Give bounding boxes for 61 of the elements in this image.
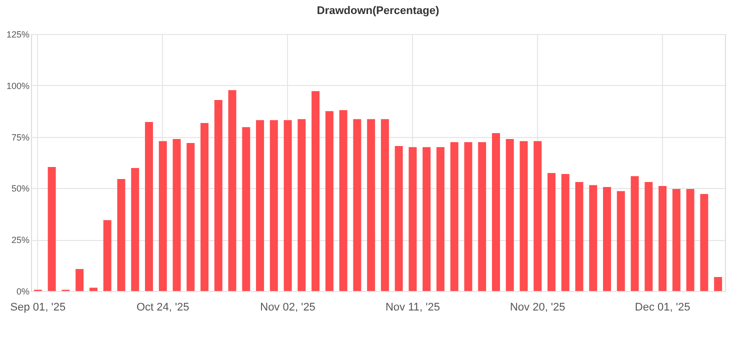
bar [325, 111, 334, 291]
y-tick-label: 0% [16, 286, 30, 296]
bar [367, 119, 376, 291]
y-tick-label: 125% [6, 30, 30, 40]
bar [76, 269, 84, 291]
y-tick-label: 25% [11, 235, 30, 246]
bar [478, 142, 486, 291]
x-tick-label: Nov 02, '25 [260, 302, 316, 314]
bar [394, 146, 403, 291]
bar [339, 110, 348, 291]
bar [658, 186, 667, 291]
bar [644, 182, 653, 291]
bar [672, 189, 680, 291]
bar [380, 119, 389, 291]
bar [450, 142, 458, 291]
bar [228, 90, 236, 291]
x-tick-label: Sep 01, '25 [10, 302, 66, 314]
x-tick-label: Nov 11, '25 [385, 302, 440, 314]
chart-title: Drawdown(Percentage) [316, 5, 440, 17]
bar [589, 185, 598, 291]
bar [144, 122, 153, 291]
bar [48, 167, 56, 291]
bar [548, 172, 556, 291]
bar [312, 91, 320, 291]
bar [284, 120, 292, 291]
bar [700, 194, 708, 291]
bar [492, 133, 500, 291]
x-tick-label: Nov 20, '25 [510, 302, 566, 314]
bar [436, 147, 444, 291]
bar [298, 119, 306, 291]
bar [200, 123, 208, 291]
y-tick-label: 75% [11, 132, 30, 142]
x-tick-label: Dec 01, '25 [634, 302, 690, 314]
x-tick-label: Oct 24, '25 [136, 302, 190, 314]
bar [561, 174, 570, 291]
bar [506, 139, 514, 291]
bar [630, 176, 639, 291]
y-tick-label: 100% [6, 80, 30, 91]
bar [103, 220, 112, 291]
bar [422, 147, 431, 291]
bar [117, 178, 126, 291]
bar [520, 141, 528, 291]
y-tick-label: 50% [11, 184, 30, 194]
bar [575, 182, 584, 291]
bar [242, 127, 250, 291]
bar [158, 141, 167, 291]
bar [270, 120, 278, 291]
bar [534, 141, 542, 291]
bar [172, 139, 181, 291]
bar [131, 168, 140, 291]
bar [464, 142, 472, 291]
bar [616, 191, 625, 291]
bar [686, 189, 694, 291]
bar [714, 277, 722, 291]
bar [214, 100, 222, 291]
bar [353, 119, 362, 291]
bar [603, 186, 612, 291]
bar [256, 120, 264, 291]
bar [408, 147, 417, 291]
bar [89, 288, 98, 291]
bar [186, 142, 195, 291]
